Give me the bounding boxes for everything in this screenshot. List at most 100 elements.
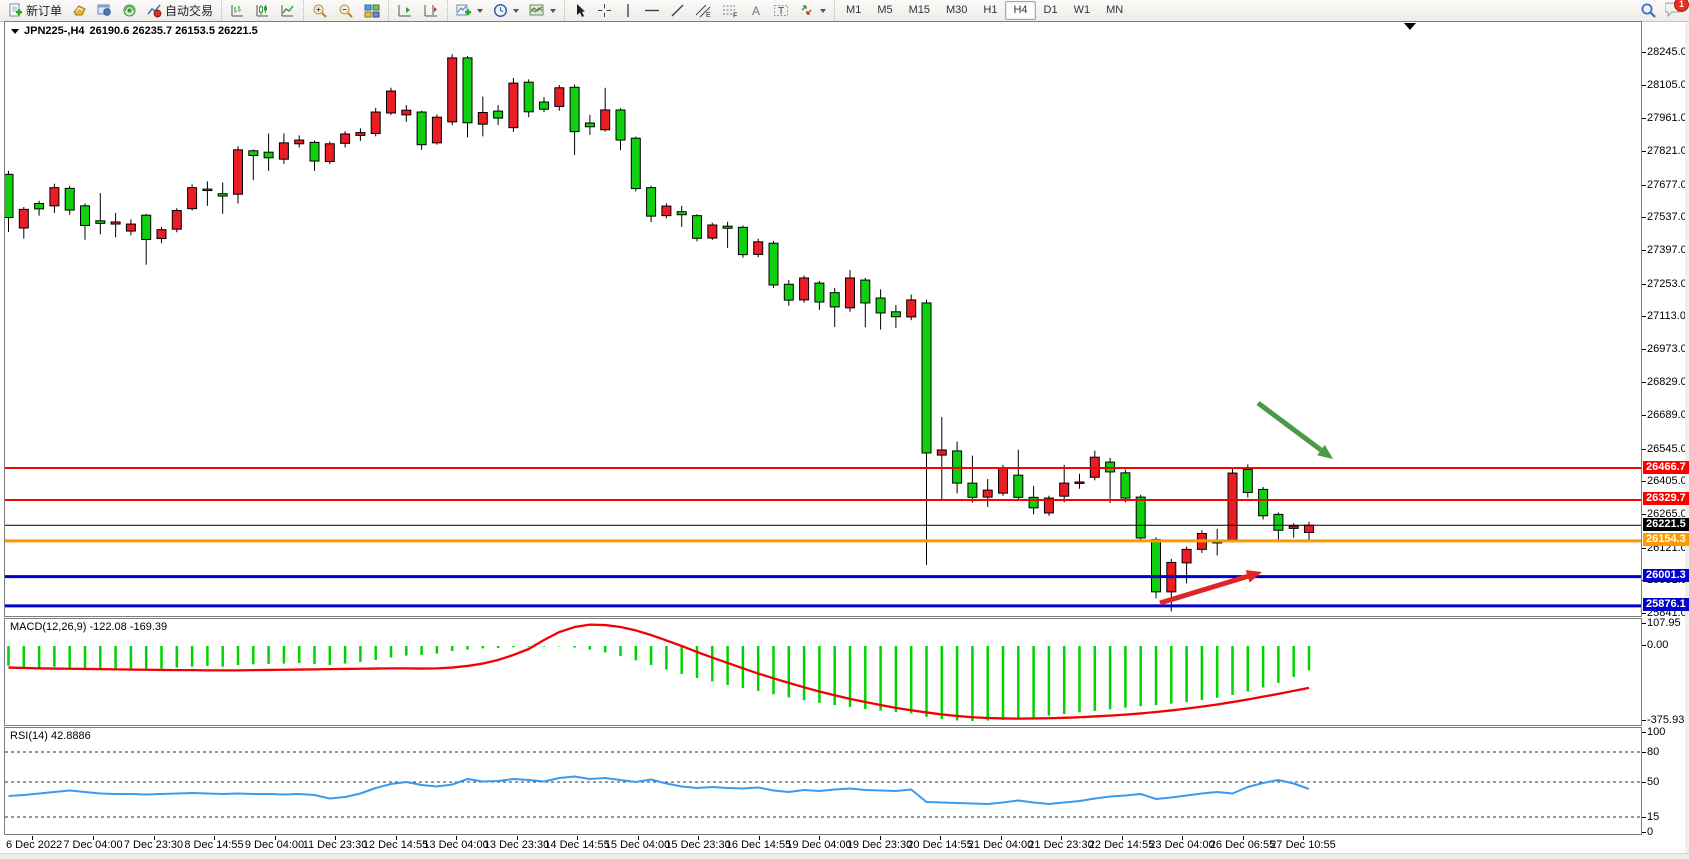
time-label: 20 Dec 14:55 — [907, 839, 973, 851]
navigator-icon — [123, 4, 136, 17]
tile-windows-icon — [364, 4, 380, 17]
notification-badge: 1 — [1674, 0, 1689, 12]
line-chart-icon — [281, 5, 294, 17]
chart-ohlc: 26190.6 26235.7 26153.5 26221.5 — [89, 25, 258, 37]
time-label: 15 Dec 04:00 — [604, 839, 671, 851]
quotes-button[interactable] — [67, 0, 92, 21]
chart-symbol-period: JPN225-,H4 — [24, 25, 85, 37]
price-marker-26221.5: 26221.5 — [1643, 517, 1689, 531]
time-label: 16 Dec 14:55 — [725, 839, 792, 851]
time-label: 9 Dec 04:00 — [244, 839, 305, 851]
crosshair-icon — [598, 4, 612, 17]
horizontal-line-tool-button[interactable] — [639, 0, 665, 21]
time-label: 11 Dec 23:30 — [302, 839, 368, 851]
main-chart-pane[interactable]: JPN225-,H4 26190.6 26235.7 26153.5 26221… — [4, 21, 1642, 617]
cursor-icon — [577, 4, 586, 17]
time-label: 13 Dec 23:30 — [483, 839, 550, 851]
time-label: 26 Dec 06:55 — [1209, 839, 1276, 851]
tf-h4-button[interactable]: H4 — [1005, 1, 1036, 20]
chart-dropdown-icon[interactable] — [11, 28, 19, 34]
tile-windows-button[interactable] — [359, 0, 385, 21]
time-label: 6 Dec 2022 — [6, 839, 63, 851]
time-label: 13 Dec 04:00 — [423, 839, 489, 851]
tf-m30-button[interactable]: M30 — [946, 4, 968, 16]
indicators-button[interactable] — [451, 0, 488, 21]
navigator-button[interactable] — [117, 0, 142, 21]
bar-chart-icon — [231, 5, 244, 17]
time-label: 21 Dec 23:30 — [1028, 839, 1094, 851]
toolbar: 新订单 — [0, 0, 1689, 22]
candlestick-chart[interactable] — [5, 22, 1641, 616]
template-icon — [529, 4, 544, 16]
time-label: 19 Dec 23:30 — [846, 839, 913, 851]
new-order-button[interactable]: 新订单 — [3, 0, 67, 21]
text-icon: A — [752, 4, 760, 18]
tf-m5-button[interactable]: M5 — [877, 4, 893, 16]
bottom-strip — [0, 853, 1689, 859]
time-label: 12 Dec 14:55 — [362, 839, 429, 851]
tf-mn-button[interactable]: MN — [1106, 4, 1124, 16]
time-label: 7 Dec 23:30 — [123, 839, 184, 851]
tf-w1-button[interactable]: W1 — [1073, 4, 1091, 16]
cursor-tool-button[interactable] — [568, 0, 592, 21]
templates-caret-icon — [550, 8, 557, 13]
data-window-icon — [97, 4, 111, 16]
svg-text:A: A — [752, 4, 760, 18]
svg-text:T: T — [778, 6, 784, 17]
text-tool-button[interactable]: A — [744, 0, 768, 21]
channel-tool-button[interactable]: E — [690, 0, 717, 21]
shapes-caret-icon — [820, 8, 827, 13]
zoom-in-icon — [313, 4, 327, 18]
search-icon[interactable] — [1640, 2, 1657, 19]
price-marker-26329.7: 26329.7 — [1643, 492, 1689, 506]
vertical-line-tool-button[interactable] — [617, 0, 639, 21]
bar-chart-button[interactable] — [225, 0, 250, 21]
candlestick-chart-button[interactable] — [250, 0, 275, 21]
text-label-icon: T — [774, 5, 789, 17]
macd-pane[interactable]: MACD(12,26,9) -122.08 -169.39 — [4, 618, 1642, 726]
periods-button[interactable] — [488, 0, 524, 21]
auto-trading-label: 自动交易 — [165, 4, 214, 18]
zoom-out-button[interactable] — [333, 0, 359, 21]
trendline-tool-button[interactable] — [665, 0, 690, 21]
rsi-pane[interactable]: RSI(14) 42.8886 — [4, 727, 1642, 835]
new-order-label: 新订单 — [26, 4, 63, 18]
new-chart-icon — [456, 4, 472, 16]
candlestick-chart-icon — [256, 5, 269, 17]
time-label: 15 Dec 23:30 — [665, 839, 731, 851]
rsi-label: RSI(14) 42.8886 — [10, 730, 91, 742]
zoom-out-icon — [339, 4, 353, 18]
price-marker-26154.3: 26154.3 — [1643, 533, 1689, 547]
tf-m1-button[interactable]: M1 — [846, 4, 862, 16]
timeframe-group: M1 M5 M15 M30 H1 H4 D1 W1 MN — [834, 0, 1134, 21]
fibonacci-tool-button[interactable]: F — [717, 0, 744, 21]
auto-trading-button[interactable]: 自动交易 — [142, 0, 218, 21]
quotes-icon — [73, 5, 86, 16]
time-label: 7 Dec 04:00 — [63, 839, 123, 851]
time-label: 22 Dec 14:55 — [1088, 839, 1155, 851]
rsi-chart[interactable] — [5, 728, 1641, 834]
tf-d1-button[interactable]: D1 — [1043, 4, 1058, 16]
templates-button[interactable] — [524, 0, 561, 21]
text-label-tool-button[interactable]: T — [768, 0, 794, 21]
line-chart-button[interactable] — [275, 0, 300, 21]
macd-chart[interactable] — [5, 619, 1641, 725]
new-order-icon — [9, 3, 22, 17]
svg-text:F: F — [733, 13, 737, 19]
price-marker-26001.3: 26001.3 — [1643, 569, 1689, 583]
shapes-icon — [801, 5, 812, 15]
chart-shift-button[interactable] — [418, 0, 444, 21]
time-label: 14 Dec 14:55 — [544, 839, 610, 851]
zoom-in-button[interactable] — [307, 0, 333, 21]
tf-h1-button[interactable]: H1 — [983, 4, 998, 16]
shapes-tool-button[interactable] — [794, 0, 831, 21]
crosshair-tool-button[interactable] — [592, 0, 617, 21]
notifications-button[interactable]: 1 — [1664, 0, 1689, 20]
auto-scroll-button[interactable] — [392, 0, 418, 21]
tf-m15-button[interactable]: M15 — [908, 4, 930, 16]
time-label: 19 Dec 04:00 — [786, 839, 852, 851]
time-axis[interactable]: 6 Dec 2022 7 Dec 04:00 7 Dec 23:30 8 Dec 14… — [0, 836, 1689, 853]
data-window-button[interactable] — [92, 0, 117, 21]
vertical-line-icon — [627, 4, 629, 17]
